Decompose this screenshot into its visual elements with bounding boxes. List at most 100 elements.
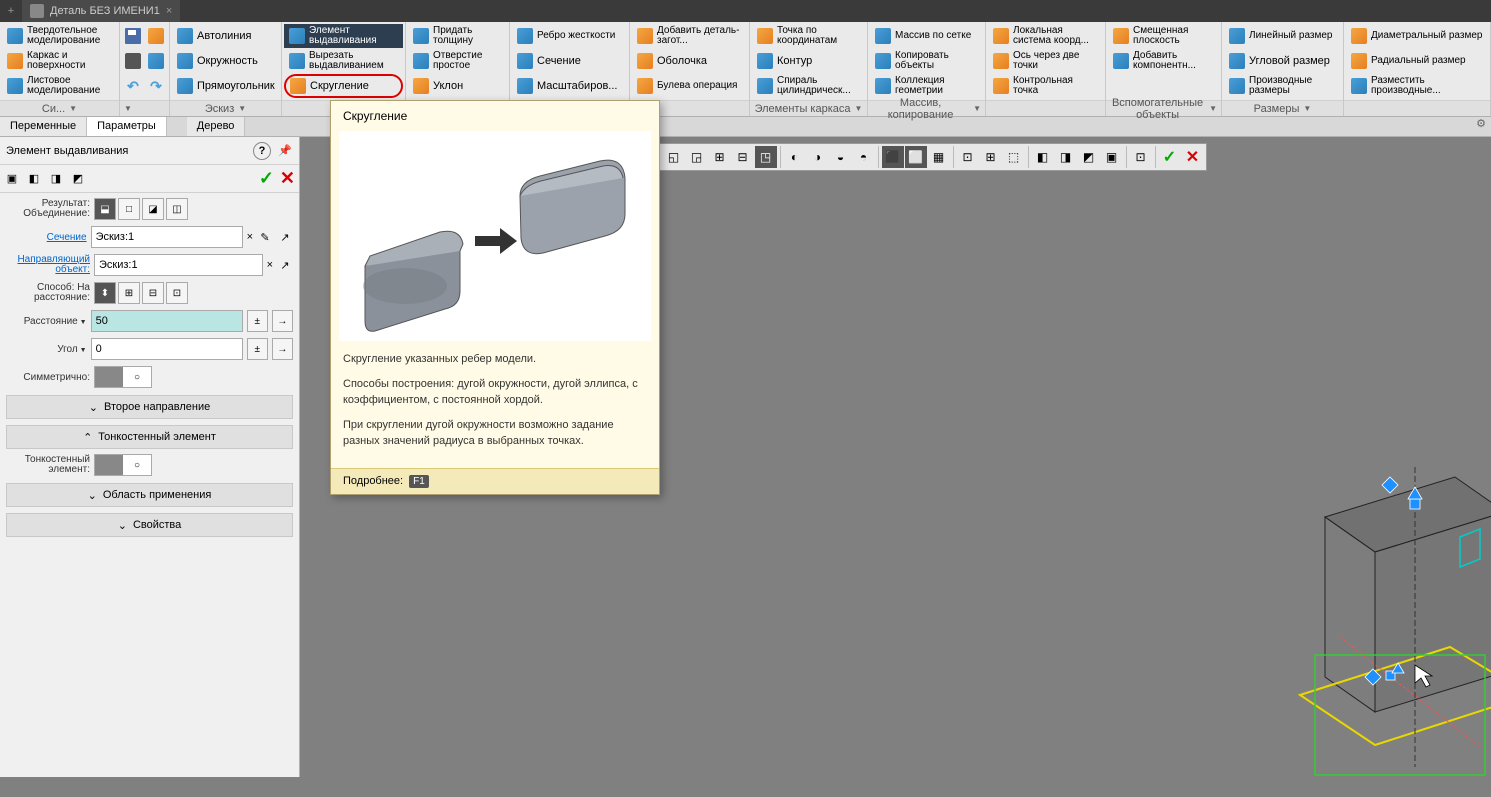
thin-toggle[interactable]: ○ bbox=[94, 454, 152, 476]
vt11-icon[interactable]: ◒ bbox=[830, 146, 852, 168]
raddim-button[interactable]: Радиальный размер bbox=[1346, 49, 1488, 73]
m4-button[interactable]: ⊡ bbox=[166, 282, 188, 304]
axis-button[interactable]: Ось через две точки bbox=[988, 49, 1103, 73]
opt4-button[interactable]: ◫ bbox=[166, 198, 188, 220]
angle-input[interactable] bbox=[91, 338, 243, 360]
lcs-button[interactable]: Локальная система коорд... bbox=[988, 24, 1103, 48]
add-part-button[interactable]: Добавить деталь-загот... bbox=[632, 24, 747, 48]
draft-button[interactable]: Уклон bbox=[408, 74, 507, 98]
group-footer[interactable]: Си...▼ bbox=[0, 100, 119, 116]
lindim-button[interactable]: Линейный размер bbox=[1224, 24, 1341, 48]
tab-tree[interactable]: Дерево bbox=[187, 117, 246, 136]
vt6-icon[interactable]: ⊞ bbox=[709, 146, 731, 168]
pm2-button[interactable]: ± bbox=[247, 338, 268, 360]
redo-button[interactable]: ↷ bbox=[145, 74, 167, 98]
vt20-icon[interactable]: ◨ bbox=[1055, 146, 1077, 168]
undo-button[interactable]: ↶ bbox=[122, 74, 144, 98]
angdim-button[interactable]: Угловой размер bbox=[1224, 49, 1341, 73]
vt9-icon[interactable]: ◐ bbox=[784, 146, 806, 168]
clear-icon[interactable]: × bbox=[247, 231, 253, 243]
help-icon[interactable]: ? bbox=[253, 142, 271, 160]
collection-button[interactable]: Коллекция геометрии bbox=[870, 74, 983, 98]
vt19-icon[interactable]: ◧ bbox=[1032, 146, 1054, 168]
vt4-icon[interactable]: ◱ bbox=[663, 146, 685, 168]
reject-button[interactable]: ✕ bbox=[280, 168, 295, 189]
contour-button[interactable]: Контур bbox=[752, 49, 865, 73]
m3-button[interactable]: ⊟ bbox=[142, 282, 164, 304]
scale-button[interactable]: Масштабиров... bbox=[512, 74, 627, 98]
collapse-scope[interactable]: ⌄Область применения bbox=[6, 483, 293, 507]
vt22-icon[interactable]: ▣ bbox=[1101, 146, 1123, 168]
tab-variables[interactable]: Переменные bbox=[0, 117, 87, 136]
autoline-button[interactable]: Автолиния bbox=[172, 24, 279, 48]
boolean-button[interactable]: Булева операция bbox=[632, 74, 747, 98]
dist-button[interactable]: ⬍ bbox=[94, 282, 116, 304]
rect-button[interactable]: Прямоугольник bbox=[172, 74, 279, 98]
vt13-icon[interactable]: ⬛ bbox=[882, 146, 904, 168]
wireframe-button[interactable]: Каркас и поверхности bbox=[2, 49, 117, 73]
close-icon[interactable]: × bbox=[166, 5, 172, 17]
symm-toggle[interactable]: ○ bbox=[94, 366, 152, 388]
doc-button[interactable] bbox=[145, 49, 167, 73]
vt21-icon[interactable]: ◩ bbox=[1078, 146, 1100, 168]
opt2-button[interactable]: □ bbox=[118, 198, 140, 220]
vt5-icon[interactable]: ◲ bbox=[686, 146, 708, 168]
edit-icon[interactable]: ✎ bbox=[257, 229, 273, 245]
vt18-icon[interactable]: ⬚ bbox=[1003, 146, 1025, 168]
accept-button[interactable]: ✓ bbox=[259, 168, 274, 189]
print-button[interactable] bbox=[122, 49, 144, 73]
clear2-icon[interactable]: × bbox=[267, 259, 273, 271]
thicken-button[interactable]: Придать толщину bbox=[408, 24, 507, 48]
vt12-icon[interactable]: ◓ bbox=[853, 146, 875, 168]
save-button[interactable] bbox=[122, 24, 144, 48]
guide-input[interactable] bbox=[94, 254, 263, 276]
vt8-icon[interactable]: ◳ bbox=[755, 146, 777, 168]
rib-button[interactable]: Ребро жесткости bbox=[512, 24, 627, 48]
dim-footer[interactable]: Размеры▼ bbox=[1222, 100, 1343, 116]
tool-b-icon[interactable]: ◧ bbox=[26, 171, 42, 187]
fillet-button[interactable]: Скругление bbox=[284, 74, 403, 98]
new-tab-icon[interactable]: + bbox=[0, 5, 22, 17]
view-accept-button[interactable]: ✓ bbox=[1159, 146, 1181, 168]
section-input[interactable] bbox=[91, 226, 243, 248]
diadim-button[interactable]: Диаметральный размер bbox=[1346, 24, 1488, 48]
gear-icon[interactable]: ⚙ bbox=[1471, 117, 1491, 136]
spiral-button[interactable]: Спираль цилиндрическ... bbox=[752, 74, 865, 98]
placedim-button[interactable]: Разместить производные... bbox=[1346, 74, 1488, 98]
derdim-button[interactable]: Производные размеры bbox=[1224, 74, 1341, 98]
m2-button[interactable]: ⊞ bbox=[118, 282, 140, 304]
copy-button[interactable]: Копировать объекты bbox=[870, 49, 983, 73]
tool-d-icon[interactable]: ◩ bbox=[70, 171, 86, 187]
guide-label[interactable]: Направляющий объект: bbox=[6, 255, 90, 275]
offplane-button[interactable]: Смещенная плоскость bbox=[1108, 24, 1219, 48]
arrow-button[interactable]: → bbox=[272, 310, 293, 332]
collapse-thin[interactable]: ⌃Тонкостенный элемент bbox=[6, 425, 293, 449]
vt10-icon[interactable]: ◑ bbox=[807, 146, 829, 168]
vt17-icon[interactable]: ⊞ bbox=[980, 146, 1002, 168]
distance-label[interactable]: Расстояние bbox=[6, 316, 87, 327]
distance-input[interactable] bbox=[91, 310, 243, 332]
nav2-icon[interactable]: ↗ bbox=[277, 257, 293, 273]
sketch-footer[interactable]: Эскиз▼ bbox=[170, 100, 281, 116]
addcomp-button[interactable]: Добавить компонентн... bbox=[1108, 49, 1219, 73]
vt7-icon[interactable]: ⊟ bbox=[732, 146, 754, 168]
cut-extrude-button[interactable]: Вырезать выдавливанием bbox=[284, 49, 403, 73]
circle-button[interactable]: Окружность bbox=[172, 49, 279, 73]
pm-button[interactable]: ± bbox=[247, 310, 268, 332]
tool-c-icon[interactable]: ◨ bbox=[48, 171, 64, 187]
extrude-button[interactable]: Элемент выдавливания bbox=[284, 24, 403, 48]
vt16-icon[interactable]: ⊡ bbox=[957, 146, 979, 168]
save2-button[interactable] bbox=[145, 24, 167, 48]
tool-a-icon[interactable]: ▣ bbox=[4, 171, 20, 187]
sheet-button[interactable]: Листовое моделирование bbox=[2, 74, 117, 98]
pin-icon[interactable]: 📌 bbox=[277, 143, 293, 159]
frame-footer[interactable]: Элементы каркаса▼ bbox=[750, 100, 867, 116]
tab-parameters[interactable]: Параметры bbox=[87, 117, 167, 136]
solid-modeling-button[interactable]: Твердотельное моделирование bbox=[2, 24, 117, 48]
collapse-props[interactable]: ⌄Свойства bbox=[6, 513, 293, 537]
array-button[interactable]: Массив по сетке bbox=[870, 24, 983, 48]
vt23-icon[interactable]: ⊡ bbox=[1130, 146, 1152, 168]
vt15-icon[interactable]: ▦ bbox=[928, 146, 950, 168]
aux-footer[interactable]: Вспомогательные объекты▼ bbox=[1106, 100, 1221, 116]
collapse-dir2[interactable]: ⌄Второе направление bbox=[6, 395, 293, 419]
